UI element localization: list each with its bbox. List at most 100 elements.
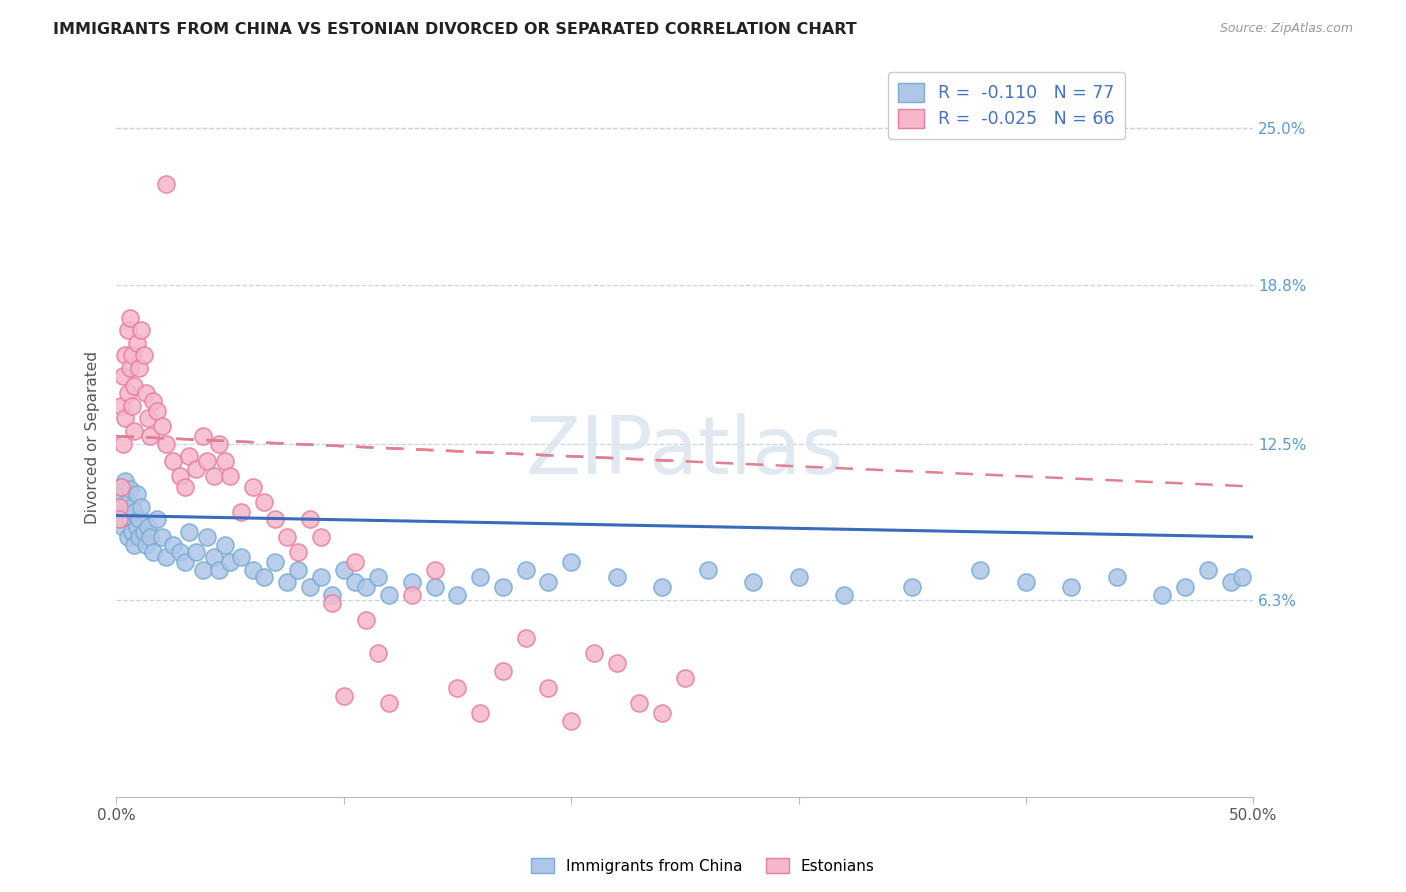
Point [309, 570, 332, 584]
Point [121, 399, 143, 413]
Point [132, 524, 155, 539]
Point [118, 361, 141, 376]
Point [121, 524, 143, 539]
Point [169, 469, 191, 483]
Point [651, 581, 673, 595]
Text: IMMIGRANTS FROM CHINA VS ESTONIAN DIVORCED OR SEPARATED CORRELATION CHART: IMMIGRANTS FROM CHINA VS ESTONIAN DIVORC… [53, 22, 858, 37]
Point [124, 424, 146, 438]
Point [121, 500, 143, 514]
Point [651, 706, 673, 721]
Point [173, 555, 195, 569]
Point [110, 399, 132, 413]
Point [125, 335, 148, 350]
Point [202, 550, 225, 565]
Point [110, 512, 132, 526]
Text: ZIPatlas: ZIPatlas [526, 413, 844, 491]
Point [135, 386, 157, 401]
Point [219, 469, 242, 483]
Point [356, 613, 378, 627]
Point [446, 588, 468, 602]
Point [139, 530, 162, 544]
Point [367, 570, 389, 584]
Point [582, 646, 605, 660]
Point [537, 681, 560, 696]
Point [253, 494, 276, 508]
Point [128, 512, 150, 526]
Point [423, 581, 446, 595]
Point [142, 545, 165, 559]
Legend: R =  -0.110   N = 77, R =  -0.025   N = 66: R = -0.110 N = 77, R = -0.025 N = 66 [889, 72, 1125, 138]
Point [124, 505, 146, 519]
Point [117, 386, 139, 401]
Point [1060, 581, 1083, 595]
Point [177, 450, 200, 464]
Point [446, 681, 468, 696]
Point [321, 588, 343, 602]
Point [177, 524, 200, 539]
Point [146, 512, 169, 526]
Point [139, 429, 162, 443]
Point [129, 323, 152, 337]
Point [112, 487, 135, 501]
Point [173, 479, 195, 493]
Point [470, 706, 492, 721]
Point [110, 479, 132, 493]
Point [214, 454, 236, 468]
Point [742, 575, 765, 590]
Point [129, 500, 152, 514]
Point [367, 646, 389, 660]
Point [1015, 575, 1038, 590]
Point [125, 487, 148, 501]
Point [112, 436, 135, 450]
Point [136, 520, 159, 534]
Point [264, 512, 287, 526]
Point [114, 348, 136, 362]
Point [242, 479, 264, 493]
Point [264, 555, 287, 569]
Point [673, 671, 696, 685]
Point [150, 419, 173, 434]
Point [401, 588, 423, 602]
Point [1105, 570, 1128, 584]
Point [136, 411, 159, 425]
Point [470, 570, 492, 584]
Point [155, 436, 177, 450]
Point [195, 530, 218, 544]
Point [207, 563, 229, 577]
Point [124, 537, 146, 551]
Point [492, 581, 515, 595]
Point [378, 588, 401, 602]
Point [1230, 570, 1253, 584]
Point [110, 479, 132, 493]
Point [969, 563, 991, 577]
Point [169, 545, 191, 559]
Point [128, 530, 150, 544]
Point [219, 555, 242, 569]
Point [242, 563, 264, 577]
Point [114, 411, 136, 425]
Point [184, 462, 207, 476]
Point [117, 494, 139, 508]
Point [112, 368, 135, 383]
Point [321, 595, 343, 609]
Point [118, 512, 141, 526]
Point [107, 500, 129, 514]
Point [344, 575, 367, 590]
Point [125, 520, 148, 534]
Point [356, 581, 378, 595]
Point [1174, 581, 1197, 595]
Point [107, 512, 129, 526]
Point [162, 454, 184, 468]
Point [195, 454, 218, 468]
Legend: Immigrants from China, Estonians: Immigrants from China, Estonians [524, 852, 882, 880]
Point [191, 429, 214, 443]
Point [231, 550, 253, 565]
Point [606, 570, 628, 584]
Point [298, 512, 321, 526]
Point [142, 393, 165, 408]
Point [253, 570, 276, 584]
Point [344, 555, 367, 569]
Point [184, 545, 207, 559]
Point [515, 631, 537, 645]
Point [298, 581, 321, 595]
